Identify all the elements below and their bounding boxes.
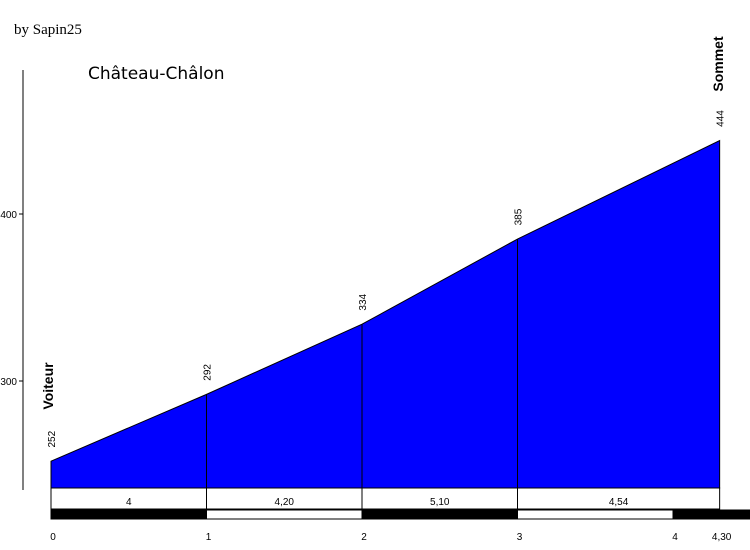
y-tick-label-400: 400 [0,210,17,221]
profile-area [50,139,721,489]
credit-text: by Sapin25 [14,22,82,38]
scale-block-3 [517,509,674,520]
start-label: Voiteur [40,362,56,410]
gradient-label-1: 4,20 [275,497,295,508]
scale-block-2 [361,509,518,520]
x-tick-label-3: 3 [517,532,523,543]
x-tick-label-2: 2 [361,532,367,543]
x-tick-label-5: 4,30 [712,532,732,543]
x-tick-label-0: 0 [50,532,56,543]
elevation-label-1: 292 [203,364,214,381]
elevation-label-4: 444 [716,110,727,127]
chart-title: Château-Châlon [88,64,225,84]
scale-block-0 [50,509,207,520]
gradient-label-2: 5,10 [430,497,450,508]
elevation-label-3: 385 [514,208,525,225]
elevation-label-2: 334 [358,293,369,310]
gradient-label-0: 4 [126,497,132,508]
x-tick-label-1: 1 [206,532,212,543]
elevation-label-0: 252 [47,430,58,447]
gradient-band [50,487,721,510]
gradient-label-3: 4,54 [609,497,629,508]
scale-block-4 [672,509,750,520]
end-label: Sommet [710,36,726,92]
scale-block-1 [206,509,363,520]
x-tick-label-4: 4 [672,532,678,543]
y-tick-label-300: 300 [0,377,17,388]
